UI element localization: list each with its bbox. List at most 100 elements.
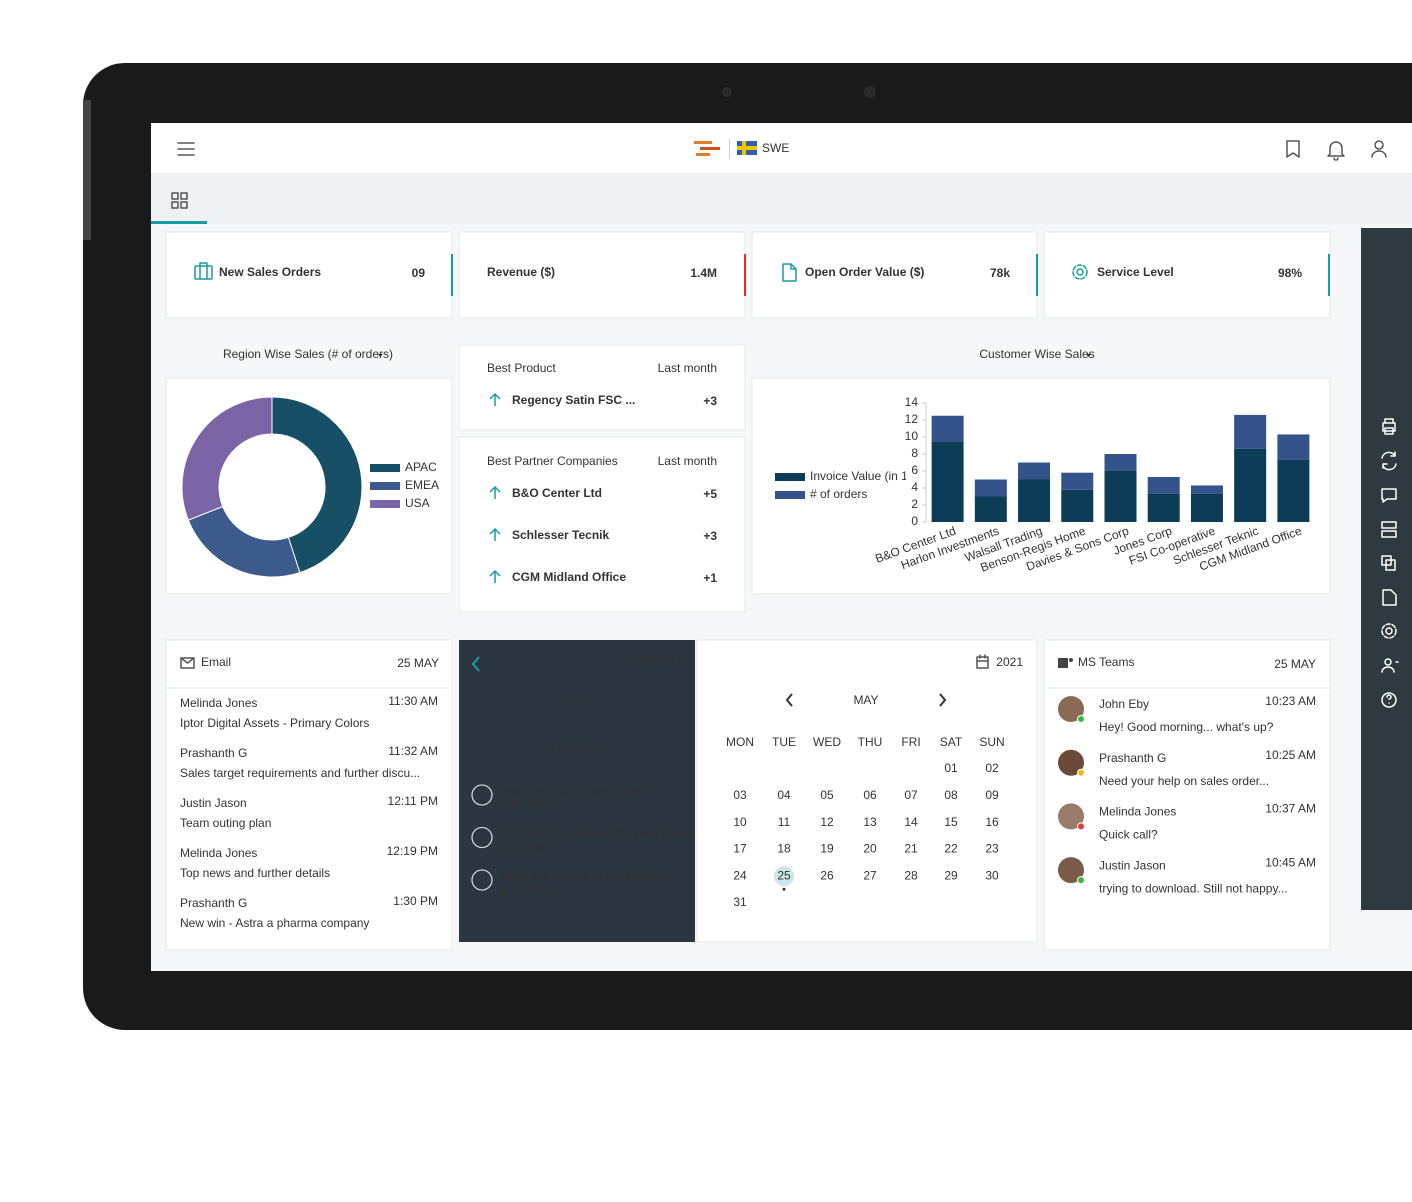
calendar-day[interactable]: 25 <box>777 868 791 882</box>
calendar-day[interactable]: 29 <box>944 868 958 882</box>
donut-segment <box>181 396 273 521</box>
bar-segment <box>1061 489 1094 522</box>
bookmark-button[interactable] <box>1286 140 1300 158</box>
calendar-day[interactable]: 27 <box>863 868 877 882</box>
calendar-day[interactable]: 08 <box>944 788 958 802</box>
kpi-label: Revenue ($) <box>487 265 555 279</box>
teams-sender: Melinda Jones <box>1099 805 1176 819</box>
next-month-button[interactable] <box>939 693 947 707</box>
calendar-day[interactable]: 04 <box>777 788 791 802</box>
teams-time: 10:25 AM <box>1265 748 1316 762</box>
weekday-label: SUN <box>979 735 1004 749</box>
teams-text: Quick call? <box>1099 828 1158 842</box>
bar-segment <box>1277 434 1310 460</box>
calendar-day[interactable]: 02 <box>985 761 999 775</box>
calendar-day[interactable]: 20 <box>863 842 877 856</box>
weekday-label: SAT <box>940 735 963 749</box>
calendar-day[interactable]: 28 <box>904 868 918 882</box>
avatar <box>1058 857 1084 884</box>
bar-segment <box>1190 485 1223 494</box>
task-checkbox[interactable] <box>471 826 493 849</box>
calendar-day[interactable]: 23 <box>985 842 999 856</box>
weekday-label: TUE <box>772 735 796 749</box>
bar-segment <box>1018 479 1051 522</box>
calendar-day[interactable]: 22 <box>944 842 958 856</box>
teams-text: Need your help on sales order... <box>1099 774 1269 788</box>
email-sender[interactable]: Melinda Jones <box>180 846 257 860</box>
email-icon <box>180 657 195 669</box>
calendar-day[interactable]: 01 <box>944 761 958 775</box>
task-text: Work on Abbott sales order <box>500 784 645 798</box>
donut-segment <box>271 396 363 574</box>
calendar-day[interactable]: 09 <box>985 788 999 802</box>
calendar-day[interactable]: 13 <box>863 815 877 829</box>
chart-title: Customer Wise Sales <box>979 347 1094 361</box>
calendar-day[interactable]: 10 <box>733 815 747 829</box>
legend-label: Invoice Value (in 1000s) <box>810 469 938 483</box>
task-time: 5:15 PM <box>500 883 545 897</box>
y-tick-label: 10 <box>905 429 919 443</box>
flag-icon <box>737 141 757 155</box>
agenda-day: 25 <box>570 696 584 710</box>
calendar-day[interactable]: 19 <box>820 842 834 856</box>
weekday-label: WED <box>813 735 841 749</box>
calendar-day[interactable]: 15 <box>944 815 958 829</box>
document-icon <box>782 263 797 282</box>
email-time: 11:30 AM <box>388 694 438 708</box>
calendar-day[interactable]: 31 <box>733 895 747 909</box>
status-dot <box>1077 768 1085 777</box>
calendar-day[interactable]: 30 <box>985 868 999 882</box>
email-sender[interactable]: Prashanth G <box>180 746 247 760</box>
back-button[interactable] <box>471 656 480 672</box>
calendar-day[interactable]: 05 <box>820 788 834 802</box>
dashboard-tab[interactable] <box>171 192 188 209</box>
teams-sender: Prashanth G <box>1099 751 1166 765</box>
bar-segment <box>1147 493 1180 522</box>
dropdown-caret[interactable] <box>378 354 383 357</box>
calendar-day[interactable]: 21 <box>904 842 918 856</box>
email-subject: Top news and further details <box>180 866 330 880</box>
calendar-day[interactable]: 26 <box>820 868 834 882</box>
teams-time: 10:45 AM <box>1265 855 1316 869</box>
task-checkbox[interactable] <box>471 784 493 806</box>
kpi-accent <box>451 254 453 296</box>
notification-button[interactable] <box>1327 141 1345 161</box>
calendar-day[interactable]: 18 <box>777 842 791 856</box>
bar-segment <box>1234 448 1267 522</box>
calendar-day[interactable]: 14 <box>904 815 918 829</box>
task-checkbox[interactable] <box>471 869 493 891</box>
dropdown-caret[interactable] <box>1086 354 1091 357</box>
y-tick-label: 0 <box>911 514 918 528</box>
calendar-day[interactable]: 03 <box>733 788 747 802</box>
card-period: Last month <box>658 454 717 468</box>
teams-sender: John Eby <box>1099 697 1149 711</box>
bar-segment <box>1277 459 1310 522</box>
calendar-day[interactable]: 17 <box>733 842 747 856</box>
prev-month-button[interactable] <box>785 693 793 707</box>
side-toolbar-icons[interactable] <box>1381 418 1399 708</box>
email-subject: New win - Astra a pharma company <box>180 916 369 930</box>
card-title: Best Product <box>487 361 556 375</box>
bar-segment <box>1234 414 1267 449</box>
profile-button[interactable] <box>1371 140 1387 158</box>
email-subject: Iptor Digital Assets - Primary Colors <box>180 716 369 730</box>
calendar-day[interactable]: 12 <box>820 815 834 829</box>
calendar-icon <box>976 654 989 669</box>
calendar-day[interactable]: 24 <box>733 868 747 882</box>
calendar-day[interactable]: 16 <box>985 815 999 829</box>
kpi-accent <box>1328 254 1330 296</box>
up-arrow <box>489 527 501 541</box>
calendar-day[interactable]: 06 <box>863 788 877 802</box>
teams-text: trying to download. Still not happy... <box>1099 881 1288 895</box>
email-sender[interactable]: Melinda Jones <box>180 696 257 710</box>
view-all-link[interactable]: View All 6 <box>631 653 683 667</box>
menu-button[interactable] <box>177 142 195 156</box>
calendar-day[interactable]: 07 <box>904 788 918 802</box>
calendar-day[interactable]: 11 <box>778 815 791 829</box>
tab-bar <box>151 173 1412 224</box>
weekday-label: MON <box>726 735 754 749</box>
legend-label: USA <box>405 496 430 510</box>
email-sender[interactable]: Justin Jason <box>180 796 247 810</box>
bar-segment <box>1147 476 1180 494</box>
email-sender[interactable]: Prashanth G <box>180 896 247 910</box>
